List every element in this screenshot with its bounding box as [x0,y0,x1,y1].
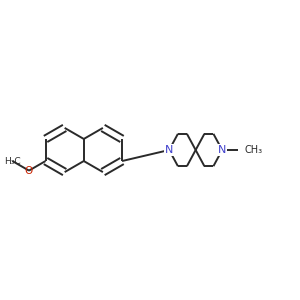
Text: H₃C: H₃C [4,157,21,166]
Text: CH₃: CH₃ [245,145,263,155]
Text: N: N [218,145,226,155]
Text: N: N [165,145,173,155]
Text: O: O [25,166,33,176]
